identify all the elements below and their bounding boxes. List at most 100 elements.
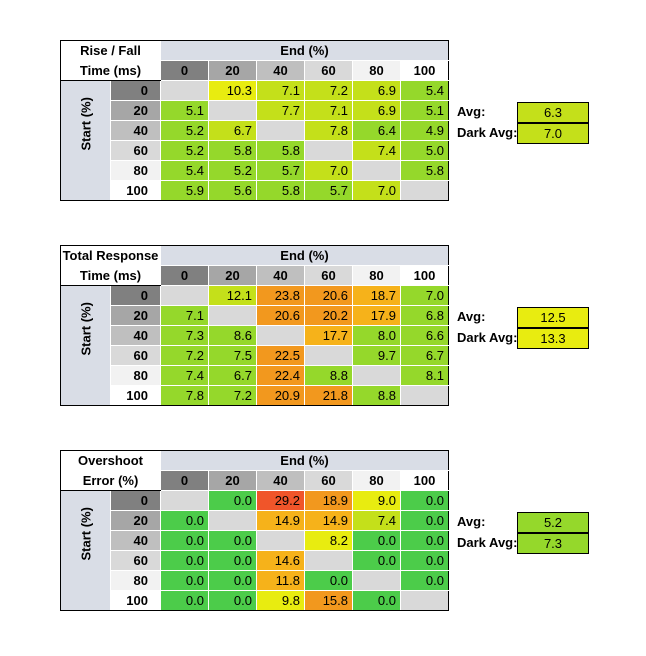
data-cell: [208, 305, 257, 326]
data-cell: 7.0: [304, 160, 353, 181]
row-header: 40: [110, 530, 161, 551]
data-cell: 7.3: [160, 325, 209, 346]
data-cell: 5.8: [400, 160, 449, 181]
data-cell: 7.1: [160, 305, 209, 326]
table-title-line1: Rise / Fall: [60, 40, 161, 61]
column-header: 100: [400, 60, 449, 81]
data-cell: 17.7: [304, 325, 353, 346]
data-cell: [352, 160, 401, 181]
data-cell: 7.4: [352, 510, 401, 531]
data-cell: 5.7: [256, 160, 305, 181]
data-cell: 7.8: [160, 385, 209, 406]
data-cell: 6.7: [400, 345, 449, 366]
start-axis-cell: Start (%): [60, 490, 111, 611]
dark-avg-label: Dark Avg:: [457, 535, 518, 550]
row-header: 80: [110, 570, 161, 591]
column-header: 0: [160, 265, 209, 286]
data-cell: 20.9: [256, 385, 305, 406]
data-cell: 7.1: [304, 100, 353, 121]
column-header: 80: [352, 60, 401, 81]
table-title-line1: Overshoot: [60, 450, 161, 471]
avg-row: Avg: 6.3: [457, 102, 589, 123]
avg-label: Avg:: [457, 104, 486, 119]
column-header: 60: [304, 265, 353, 286]
dark-avg-label: Dark Avg:: [457, 330, 518, 345]
table-title-line2: Time (ms): [60, 265, 161, 286]
start-axis-cell: Start (%): [60, 285, 111, 406]
table-row: 100 7.8 7.2 20.9 21.8 8.8: [61, 385, 449, 406]
table-title-line2: Error (%): [60, 470, 161, 491]
data-cell: [256, 325, 305, 346]
data-cell: 0.0: [160, 530, 209, 551]
data-cell: 0.0: [400, 550, 449, 571]
table-row: 20 5.1 7.7 7.1 6.9 5.1: [61, 100, 449, 121]
data-cell: 5.0: [400, 140, 449, 161]
row-header: 0: [110, 490, 161, 511]
avg-label: Avg:: [457, 309, 486, 324]
data-cell: 7.2: [160, 345, 209, 366]
table-row: 60 7.2 7.5 22.5 9.7 6.7: [61, 345, 449, 366]
data-cell: 7.4: [352, 140, 401, 161]
data-cell: 7.5: [208, 345, 257, 366]
row-header: 0: [110, 285, 161, 306]
dark-avg-row: Dark Avg: 13.3: [457, 328, 589, 349]
data-cell: 20.2: [304, 305, 353, 326]
data-cell: 7.0: [352, 180, 401, 201]
data-cell: 20.6: [256, 305, 305, 326]
table-row: 100 5.9 5.6 5.8 5.7 7.0: [61, 180, 449, 201]
data-cell: [352, 365, 401, 386]
data-cell: 5.8: [256, 180, 305, 201]
data-cell: 7.8: [304, 120, 353, 141]
data-cell: [352, 570, 401, 591]
column-header: 80: [352, 470, 401, 491]
data-cell: 18.9: [304, 490, 353, 511]
data-cell: 4.9: [400, 120, 449, 141]
table-row: 100 0.0 0.0 9.8 15.8 0.0: [61, 590, 449, 611]
row-header: 80: [110, 160, 161, 181]
row-header: 80: [110, 365, 161, 386]
table-row: Start (%) 0 12.1 23.8 20.6 18.7 7.0: [60, 285, 449, 406]
table-row: 40 7.3 8.6 17.7 8.0 6.6: [61, 325, 449, 346]
data-cell: [256, 530, 305, 551]
end-axis-label: End (%): [160, 40, 449, 61]
data-cell: 5.4: [160, 160, 209, 181]
data-cell: 5.8: [256, 140, 305, 161]
column-header: 80: [352, 265, 401, 286]
table-row: 40 5.2 6.7 7.8 6.4 4.9: [61, 120, 449, 141]
column-header: 20: [208, 60, 257, 81]
row-header: 0: [110, 80, 161, 101]
avg-label: Avg:: [457, 514, 486, 529]
data-cell: 7.2: [304, 80, 353, 101]
data-cell: 5.2: [208, 160, 257, 181]
start-axis-cell: Start (%): [60, 80, 111, 201]
row-header: 100: [110, 385, 161, 406]
data-cell: [160, 490, 209, 511]
data-cell: 22.5: [256, 345, 305, 366]
table-row: 80 0.0 0.0 11.8 0.0 0.0: [61, 570, 449, 591]
row-header: 100: [110, 180, 161, 201]
data-cell: [304, 345, 353, 366]
data-cell: 29.2: [256, 490, 305, 511]
data-cell: [400, 180, 449, 201]
data-cell: 5.7: [304, 180, 353, 201]
data-cell: 7.4: [160, 365, 209, 386]
avg-value: 6.3: [517, 102, 589, 123]
data-cell: 5.1: [160, 100, 209, 121]
data-cell: 0.0: [400, 570, 449, 591]
data-cell: [256, 120, 305, 141]
data-cell: 14.9: [256, 510, 305, 531]
data-cell: [304, 550, 353, 571]
data-cell: 5.2: [160, 120, 209, 141]
avg-value: 5.2: [517, 512, 589, 533]
row-header: 20: [110, 510, 161, 531]
data-cell: 0.0: [208, 530, 257, 551]
row-header: 20: [110, 100, 161, 121]
start-axis-label: Start (%): [78, 302, 93, 356]
data-cell: 0.0: [352, 590, 401, 611]
avg-value: 12.5: [517, 307, 589, 328]
column-header: 20: [208, 470, 257, 491]
data-cell: 8.8: [352, 385, 401, 406]
column-header: 60: [304, 60, 353, 81]
data-cell: 12.1: [208, 285, 257, 306]
data-cell: 17.9: [352, 305, 401, 326]
